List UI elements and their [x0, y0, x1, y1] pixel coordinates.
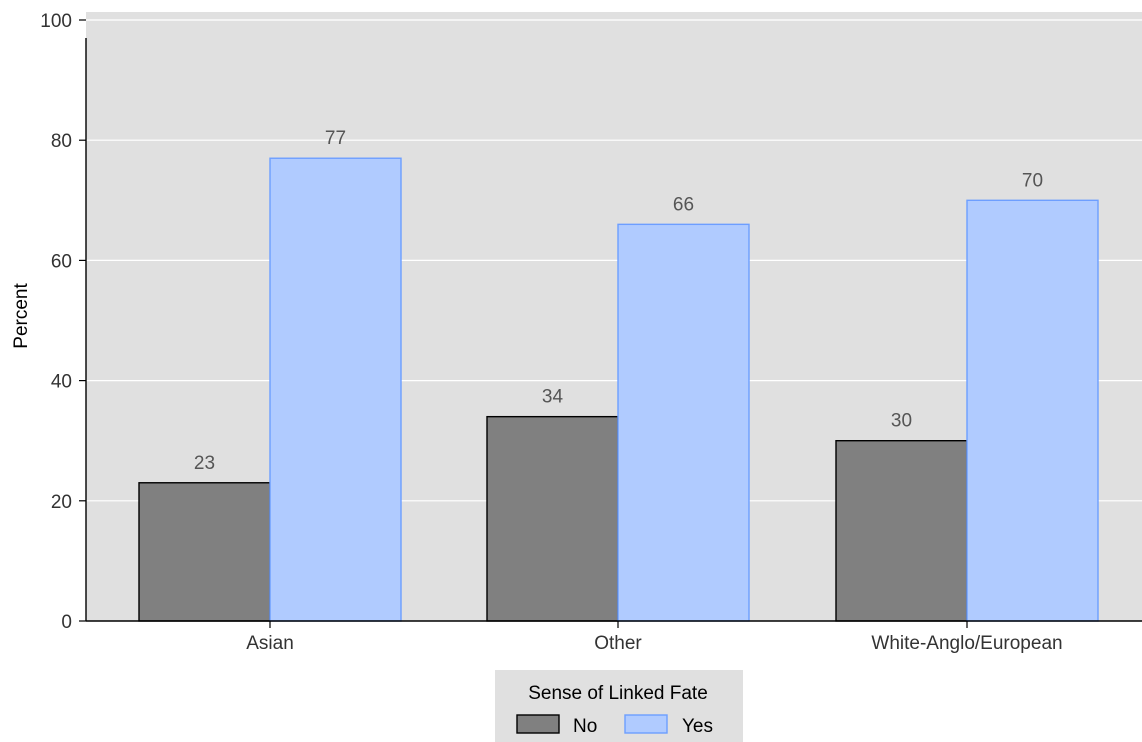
data-labels: 23 77 34 66 30 70: [194, 128, 1043, 474]
x-tick-label-2: White-Anglo/European: [871, 633, 1062, 654]
data-label-yes-0: 77: [325, 128, 346, 149]
y-tick-label-60: 60: [51, 251, 72, 272]
data-label-yes-1: 66: [673, 194, 694, 215]
data-label-yes-2: 70: [1022, 170, 1043, 191]
bar-no-1: [486, 415, 619, 622]
y-tick-label-80: 80: [51, 131, 72, 152]
data-label-no-2: 30: [891, 411, 912, 432]
legend-label-no: No: [573, 716, 597, 737]
bar-yes-2: [966, 199, 1099, 622]
bar-yes-1: [617, 223, 750, 622]
y-axis-title: Percent: [11, 283, 32, 349]
y-tick-label-0: 0: [61, 612, 72, 633]
bar-yes-0: [269, 157, 402, 622]
legend-swatch-yes: [624, 714, 668, 734]
y-tick-label-20: 20: [51, 492, 72, 513]
legend-title: Sense of Linked Fate: [528, 683, 708, 704]
data-label-no-1: 34: [542, 387, 564, 408]
bar-no-2: [835, 440, 968, 622]
legend-label-yes: Yes: [682, 716, 713, 737]
x-axis: Asian Other White-Anglo/European: [86, 620, 1142, 654]
y-axis: 0 20 40 60 80 100: [40, 11, 87, 633]
x-tick-label-0: Asian: [246, 633, 294, 654]
bar-no-0: [138, 482, 271, 622]
bars: [138, 157, 1099, 622]
x-tick-label-1: Other: [594, 633, 642, 654]
y-tick-label-100: 100: [40, 11, 72, 32]
legend: Sense of Linked Fate No Yes: [495, 670, 743, 742]
legend-swatch-no: [516, 714, 560, 734]
y-tick-label-40: 40: [51, 372, 72, 393]
data-label-no-0: 23: [194, 453, 215, 474]
